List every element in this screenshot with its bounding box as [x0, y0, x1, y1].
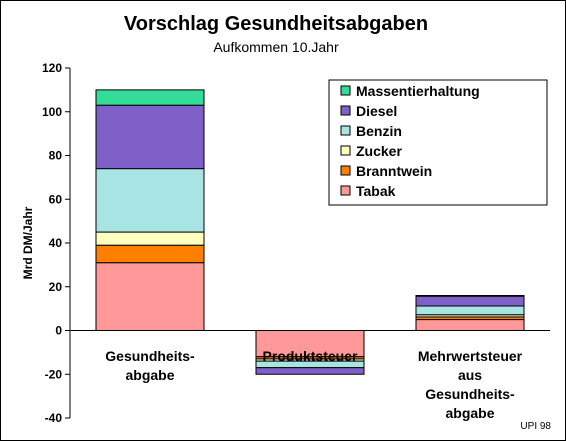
bar-segment-diesel: [415, 295, 525, 307]
bar-segment-diesel: [255, 367, 365, 375]
y-axis-label: Mrd DM/Jahr: [21, 206, 35, 279]
y-tick-label: -20: [45, 367, 63, 381]
y-axis: -40 -20 0 20 40 60 80 100 120: [42, 61, 550, 425]
legend-label-diesel: Diesel: [356, 103, 397, 119]
legend-label-benzin: Benzin: [356, 123, 402, 139]
category-label: Mehrwertsteuer: [418, 348, 523, 364]
category-label: Gesundheits-: [425, 386, 515, 402]
y-tick-label: 120: [42, 61, 62, 75]
bar-segment-tabak: [95, 262, 205, 331]
legend-swatch-massentierhaltung: [340, 85, 351, 96]
bar-segment-zucker: [95, 231, 205, 246]
bar-segment-massentierhaltung: [415, 295, 525, 297]
legend-swatch-benzin: [340, 125, 351, 136]
y-tick-label: -40: [45, 411, 63, 425]
legend-box: [328, 79, 548, 206]
bar-segment-massentierhaltung: [95, 89, 205, 106]
category-label: Gesundheits-: [105, 348, 195, 364]
category-labels: Gesundheits-abgabe Produktsteuer Mehrwerts…: [105, 348, 522, 421]
chart-subtitle: Aufkommen 10.Jahr: [213, 39, 339, 55]
y-tick-label: 0: [55, 324, 62, 338]
legend-swatch-tabak: [340, 185, 351, 196]
chart-title: Vorschlag Gesundheitsabgaben: [124, 13, 428, 35]
legend-swatch-zucker: [340, 145, 351, 156]
legend-label-zucker: Zucker: [356, 143, 402, 159]
bar-segment-tabak: [415, 319, 525, 331]
bars: [95, 89, 525, 375]
category-label: abgabe: [125, 367, 174, 383]
bar-segment-benzin: [415, 305, 525, 316]
source-note: UPI 98: [520, 421, 551, 432]
bar-segment-branntwein: [95, 244, 205, 264]
category-label: aus: [458, 367, 482, 383]
bar-segment-benzin: [95, 168, 205, 233]
legend-swatch-diesel: [340, 105, 351, 116]
category-label: abgabe: [445, 405, 494, 421]
legend-label-tabak: Tabak: [356, 183, 396, 199]
bar-segment-diesel: [95, 104, 205, 170]
category-label: Produktsteuer: [263, 348, 358, 364]
legend: Massentierhaltung Diesel Benzin Zucker Brann…: [340, 83, 480, 199]
legend-label-massentierhaltung: Massentierhaltung: [356, 83, 480, 99]
legend-label-branntwein: Branntwein: [356, 163, 432, 179]
y-tick-label: 60: [49, 192, 63, 206]
y-tick-label: 40: [49, 236, 63, 250]
y-tick-label: 100: [42, 105, 62, 119]
y-tick-label: 80: [49, 149, 63, 163]
y-tick-label: 20: [49, 280, 63, 294]
legend-swatch-branntwein: [340, 165, 351, 176]
